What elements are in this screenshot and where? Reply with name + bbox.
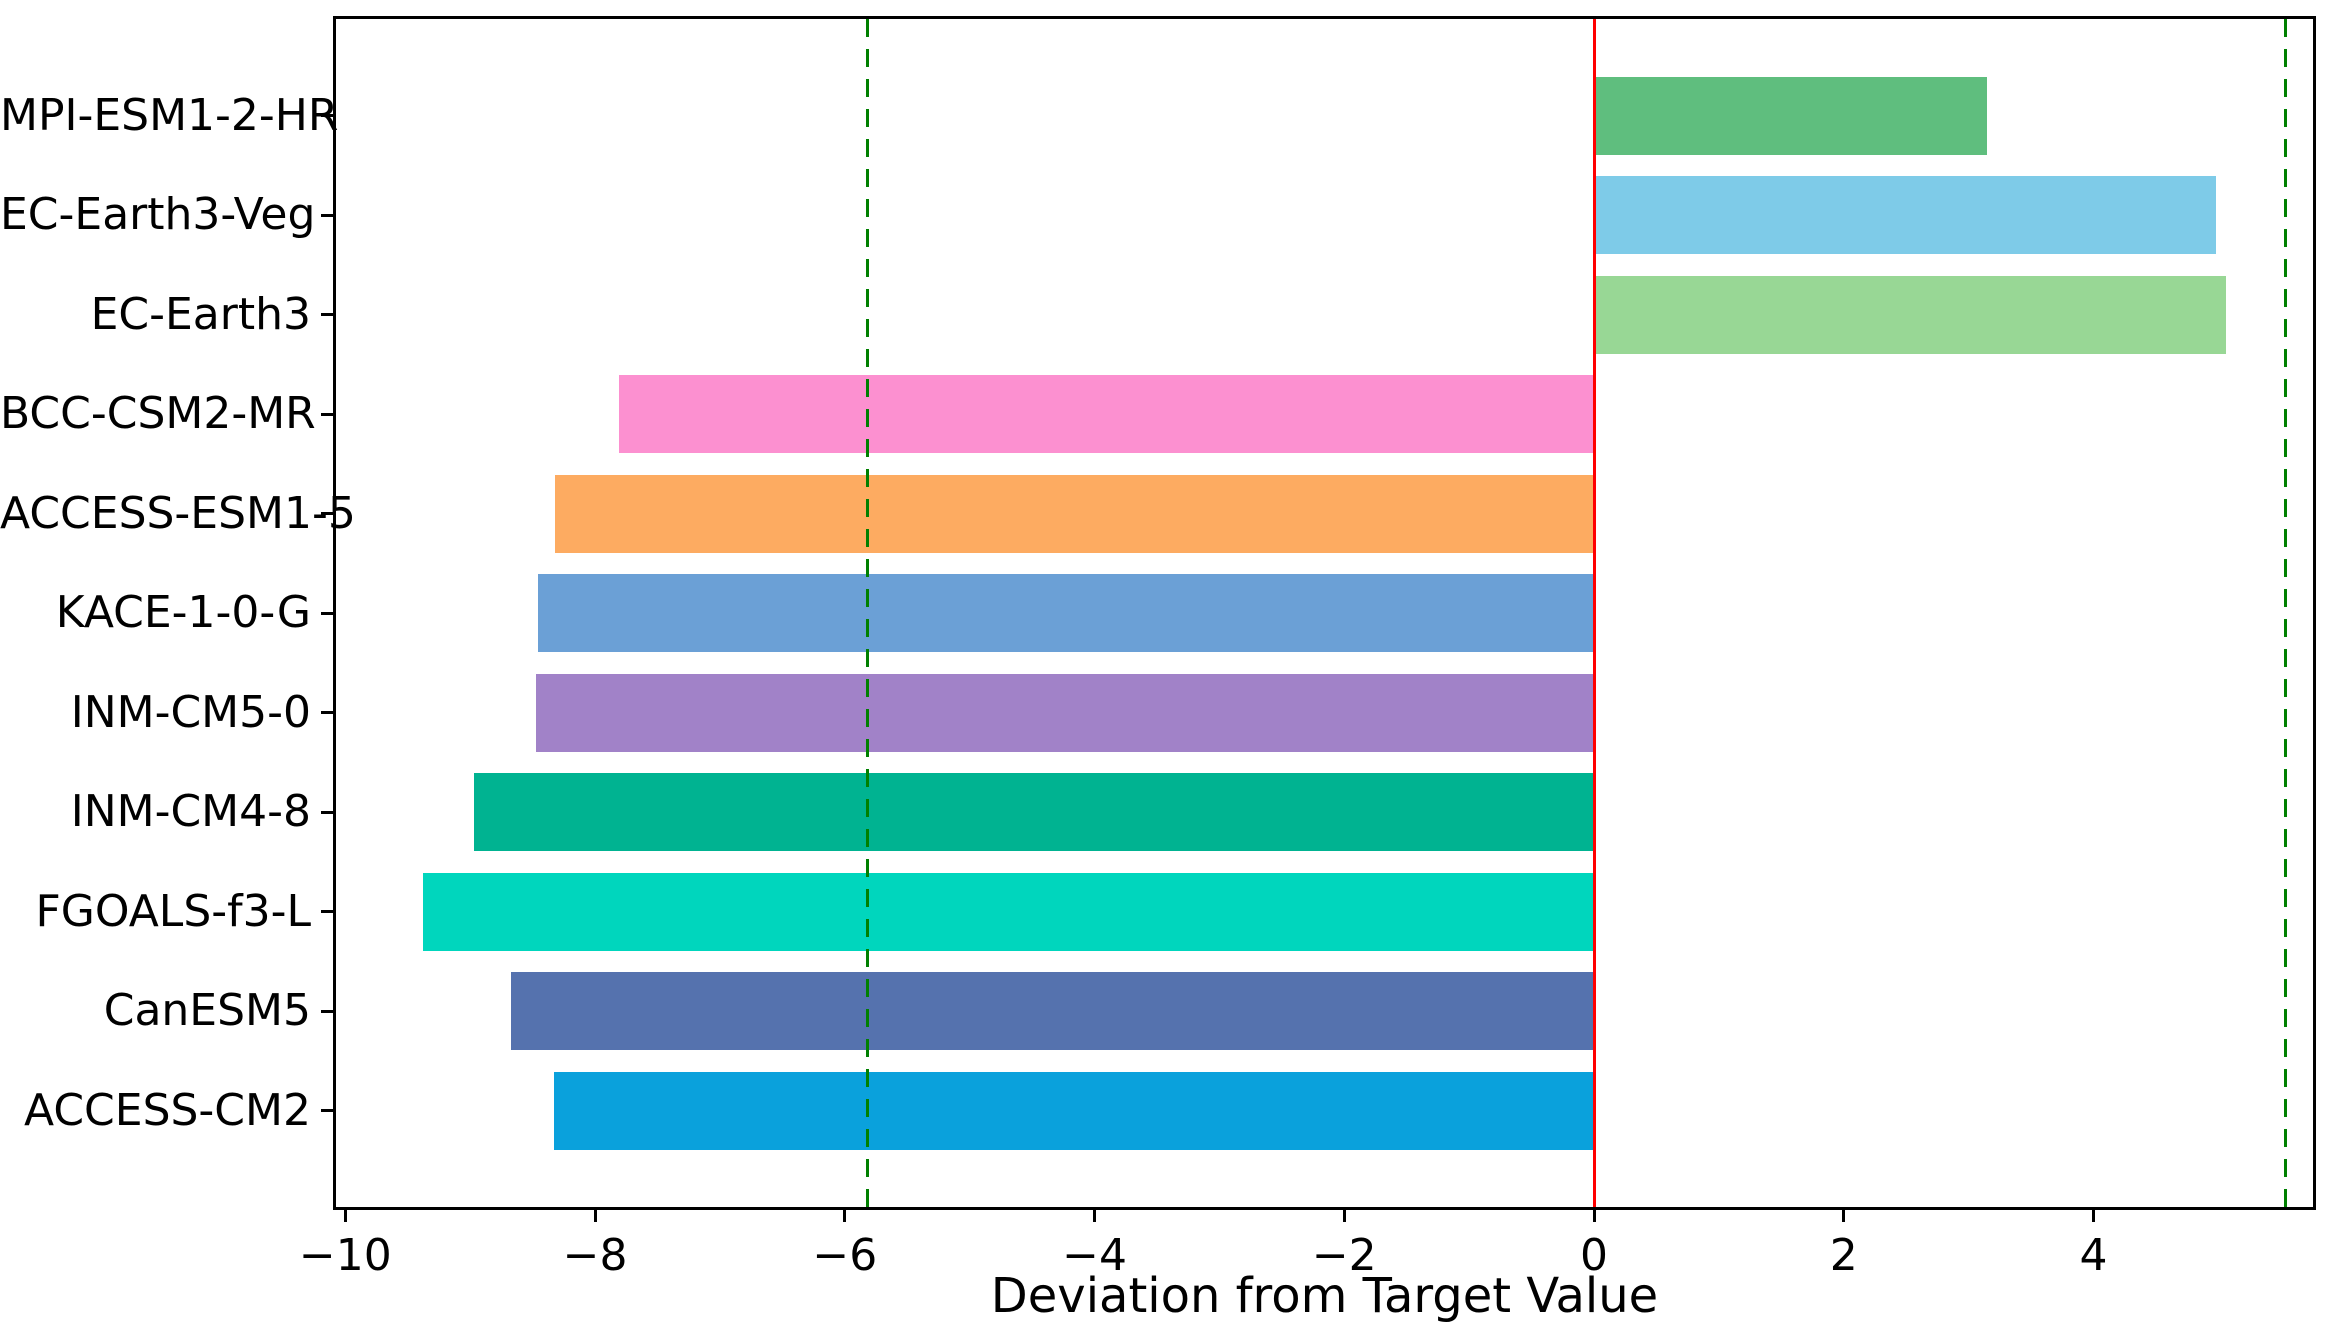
- y-tick: [321, 1009, 333, 1013]
- y-tick-label-MPI-ESM1-2-HR: MPI-ESM1-2-HR: [0, 89, 339, 141]
- bar-FGOALS-f3-L: [422, 872, 1594, 951]
- bar-MPI-ESM1-2-HR: [1594, 76, 1988, 155]
- y-tick: [321, 412, 333, 416]
- y-tick: [321, 213, 333, 217]
- y-tick: [321, 810, 333, 814]
- x-tick-label: −6: [812, 1230, 878, 1281]
- bar-EC-Earth3-Veg: [1594, 176, 2216, 254]
- y-tick: [321, 611, 333, 615]
- y-tick: [321, 1109, 333, 1112]
- bar-BCC-CSM2-MR: [618, 375, 1594, 453]
- y-tick-label-EC-Earth3-Veg: EC-Earth3-Veg: [0, 189, 316, 240]
- bar-INM-CM5-0: [536, 673, 1594, 752]
- x-tick: [343, 1210, 347, 1222]
- y-tick: [321, 114, 333, 117]
- x-tick: [1842, 1210, 1846, 1222]
- x-tick-label: 2: [1829, 1230, 1858, 1281]
- upper-threshold-line: [2284, 19, 2288, 1207]
- x-tick-label: −8: [562, 1230, 628, 1281]
- y-tick-label-BCC-CSM2-MR: BCC-CSM2-MR: [0, 388, 316, 439]
- x-tick: [2091, 1210, 2095, 1222]
- x-tick-label: 4: [2079, 1230, 2108, 1281]
- y-tick-label-INM-CM4-8: INM-CM4-8: [70, 786, 311, 837]
- x-tick: [593, 1210, 597, 1222]
- y-tick: [321, 711, 333, 714]
- x-tick-label: −4: [1062, 1230, 1127, 1281]
- bar-CanESM5: [511, 972, 1594, 1050]
- y-tick-label-INM-CM5-0: INM-CM5-0: [70, 686, 311, 738]
- bar-INM-CM4-8: [473, 773, 1594, 851]
- bar-ACCESS-ESM1-5: [555, 474, 1594, 553]
- x-tick-label: −10: [298, 1230, 392, 1281]
- y-tick-label-EC-Earth3: EC-Earth3: [90, 288, 311, 340]
- x-tick: [1342, 1210, 1346, 1222]
- y-tick-label-ACCESS-CM2: ACCESS-CM2: [24, 1084, 311, 1136]
- x-tick: [1093, 1210, 1097, 1222]
- x-axis-label: Deviation from Target Value: [990, 1268, 1659, 1324]
- zero-reference-line: [1592, 19, 1596, 1207]
- y-tick: [321, 910, 333, 913]
- y-tick-label-CanESM5: CanESM5: [103, 985, 311, 1036]
- bar-EC-Earth3: [1594, 275, 2226, 354]
- plot-area: [333, 16, 2316, 1210]
- y-tick-label-KACE-1-0-G: KACE-1-0-G: [55, 587, 311, 638]
- y-tick-label-ACCESS-ESM1-5: ACCESS-ESM1-5: [0, 487, 356, 539]
- y-tick: [321, 512, 333, 515]
- y-tick-label-FGOALS-f3-L: FGOALS-f3-L: [35, 885, 311, 937]
- lower-threshold-line: [865, 19, 869, 1207]
- bar-ACCESS-CM2: [553, 1071, 1594, 1150]
- y-tick: [321, 313, 333, 316]
- x-tick: [1592, 1210, 1596, 1222]
- x-tick-label: −2: [1311, 1230, 1377, 1281]
- bar-KACE-1-0-G: [537, 574, 1594, 652]
- x-tick-label: 0: [1580, 1230, 1608, 1281]
- x-tick: [843, 1210, 847, 1222]
